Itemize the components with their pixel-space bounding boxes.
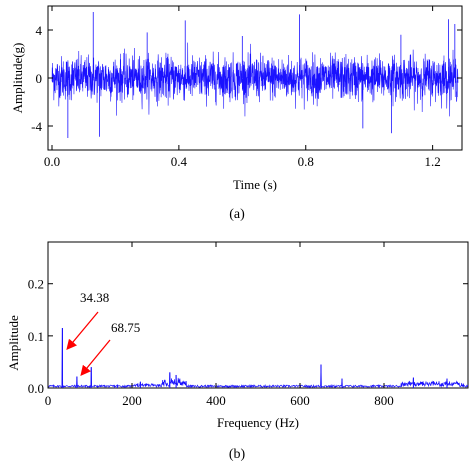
- panel-a-signal: [51, 12, 459, 138]
- panel-a-y-ticks: 4 0 -4: [31, 23, 462, 134]
- panel-b-y-ticks: 0.0 0.1 0.2: [28, 277, 468, 396]
- x-tick-label: 0: [45, 393, 52, 408]
- annotation-34-38-label: 34.38: [80, 290, 109, 305]
- x-tick-label: 1.2: [425, 154, 441, 169]
- y-tick-label: 0.2: [28, 277, 44, 292]
- panel-b-spectrum: [47, 328, 469, 389]
- panel-a-x-ticks: 0.0 0.4 0.8 1.2: [44, 6, 441, 169]
- annotation-68-75: 68.75: [80, 320, 140, 377]
- panel-b-x-ticks: 0 200 400 600 800: [45, 242, 394, 408]
- panel-b: 0 200 400 600 800 0.0 0.1 0.2 34.38 68.75 Freq…: [6, 241, 469, 462]
- x-tick-label: 800: [374, 393, 394, 408]
- panel-a-caption: (a): [229, 207, 245, 222]
- x-tick-label: 200: [122, 393, 142, 408]
- y-tick-label: 0.1: [28, 329, 44, 344]
- panel-b-frame: [47, 241, 469, 389]
- y-tick-label: 4: [36, 23, 43, 38]
- panel-a-x-axis-label: Time (s): [233, 177, 277, 192]
- panel-b-x-axis-label: Frequency (Hz): [217, 415, 299, 430]
- y-tick-label: 0.0: [28, 381, 44, 396]
- y-tick-label: -4: [31, 119, 42, 134]
- x-tick-label: 0.8: [298, 154, 314, 169]
- annotation-68-75-label: 68.75: [111, 320, 140, 335]
- signal-trace: [51, 42, 459, 117]
- annotation-34-38: 34.38: [66, 290, 109, 350]
- annotation-34-38-arrow: [66, 311, 99, 350]
- spectrum-trace: [47, 328, 469, 389]
- x-tick-label: 600: [290, 393, 310, 408]
- annotation-68-75-arrow: [80, 339, 111, 377]
- panel-b-caption: (b): [229, 447, 246, 462]
- panel-b-y-axis-label: Amplitude: [6, 315, 21, 371]
- panel-a-y-axis-label: Amplitude(g): [10, 43, 25, 114]
- y-tick-label: 0: [36, 71, 43, 86]
- x-tick-label: 400: [206, 393, 226, 408]
- x-tick-label: 0.4: [171, 154, 188, 169]
- x-tick-label: 0.0: [44, 154, 60, 169]
- panel-a: 0.0 0.4 0.8 1.2 40-4 Time (s) Amplitude(g) …: [10, 5, 463, 222]
